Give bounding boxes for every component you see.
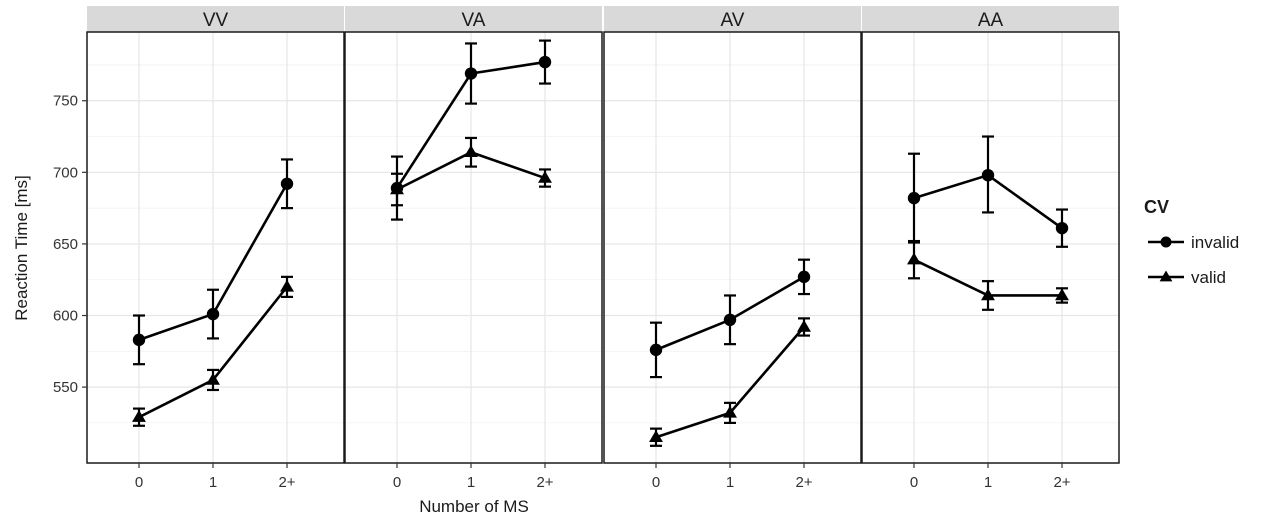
x-tick-label: 0 xyxy=(652,474,660,491)
data-point xyxy=(280,177,294,190)
x-tick-label: 1 xyxy=(984,474,992,491)
series-invalid xyxy=(649,258,811,379)
x-tick-label: 1 xyxy=(726,474,734,491)
y-tick-label: 550 xyxy=(53,379,78,396)
data-point xyxy=(1055,288,1069,301)
x-tick-label: 0 xyxy=(393,474,401,491)
data-point xyxy=(280,279,294,292)
data-point xyxy=(206,372,220,385)
facet-strip xyxy=(862,6,1119,32)
data-point xyxy=(464,145,478,158)
data-point xyxy=(723,405,737,418)
x-tick-label: 0 xyxy=(910,474,918,491)
data-point xyxy=(464,67,478,80)
plot-background xyxy=(87,32,344,463)
x-tick-label: 0 xyxy=(135,474,143,491)
data-point xyxy=(390,182,404,195)
legend-item-invalid: invalid xyxy=(1148,233,1239,252)
data-point xyxy=(538,55,552,69)
facet-title: AA xyxy=(978,10,1004,31)
series-valid xyxy=(649,317,811,447)
panel-border xyxy=(344,31,603,464)
data-point xyxy=(723,313,737,327)
x-tick-label: 2+ xyxy=(795,474,812,491)
series-valid xyxy=(132,275,294,427)
data-point xyxy=(132,410,146,422)
data-point xyxy=(981,288,995,301)
plot-background xyxy=(862,32,1119,463)
y-axis: 550 600 650 700 750 xyxy=(53,93,87,396)
panel-aa: AA 0 1 2+ xyxy=(861,6,1120,491)
panel-av: AV 0 1 2+ xyxy=(603,6,862,491)
panel-va: VA 0 1 2+ xyxy=(344,6,603,491)
data-point xyxy=(797,319,811,332)
legend-label: valid xyxy=(1191,268,1226,287)
facet-strip xyxy=(87,6,344,32)
data-point xyxy=(649,430,663,442)
legend: CV invalid valid xyxy=(1144,197,1239,287)
series-invalid xyxy=(390,39,552,221)
plot-background xyxy=(345,32,602,463)
y-tick-label: 700 xyxy=(53,164,78,181)
data-point xyxy=(538,170,552,183)
legend-item-valid: valid xyxy=(1148,268,1226,287)
series-invalid xyxy=(132,158,294,366)
panel-border xyxy=(603,31,862,464)
panel-border xyxy=(861,31,1120,464)
legend-entries: invalid valid xyxy=(1148,233,1239,287)
data-point xyxy=(206,307,220,321)
data-point xyxy=(797,270,811,284)
facet-strip xyxy=(604,6,861,32)
legend-label: invalid xyxy=(1191,233,1239,252)
x-tick-label: 1 xyxy=(467,474,475,491)
legend-key-marker xyxy=(1160,236,1172,248)
y-tick-label: 600 xyxy=(53,308,78,325)
facet-strip xyxy=(345,6,602,32)
facet-title: VV xyxy=(203,10,229,31)
y-tick-label: 650 xyxy=(53,236,78,253)
y-tick-label: 750 xyxy=(53,93,78,110)
plot-background xyxy=(604,32,861,463)
data-point xyxy=(132,333,146,347)
panel-vv: VV 0 1 2+ xyxy=(86,6,345,491)
data-point xyxy=(907,191,921,205)
series-valid xyxy=(907,239,1069,311)
y-axis-title: Reaction Time [ms] xyxy=(12,175,31,321)
data-point xyxy=(649,343,663,357)
legend-title: CV xyxy=(1144,197,1169,217)
data-point xyxy=(1055,221,1069,235)
x-tick-label: 1 xyxy=(209,474,217,491)
legend-key-marker xyxy=(1159,270,1173,282)
panel-border xyxy=(86,31,345,464)
facet-title: VA xyxy=(462,10,486,31)
x-tick-label: 2+ xyxy=(278,474,295,491)
series-valid xyxy=(390,136,552,207)
data-point xyxy=(981,168,995,182)
series-invalid xyxy=(907,135,1069,248)
x-tick-label: 2+ xyxy=(536,474,553,491)
facet-title: AV xyxy=(721,10,745,31)
data-point xyxy=(907,252,921,265)
x-axis-title: Number of MS xyxy=(419,497,529,516)
x-tick-label: 2+ xyxy=(1053,474,1070,491)
panels-layer: VV 0 1 2+ VA 0 1 2+ AV 0 1 2+ AA 0 1 2+ xyxy=(86,6,1120,491)
